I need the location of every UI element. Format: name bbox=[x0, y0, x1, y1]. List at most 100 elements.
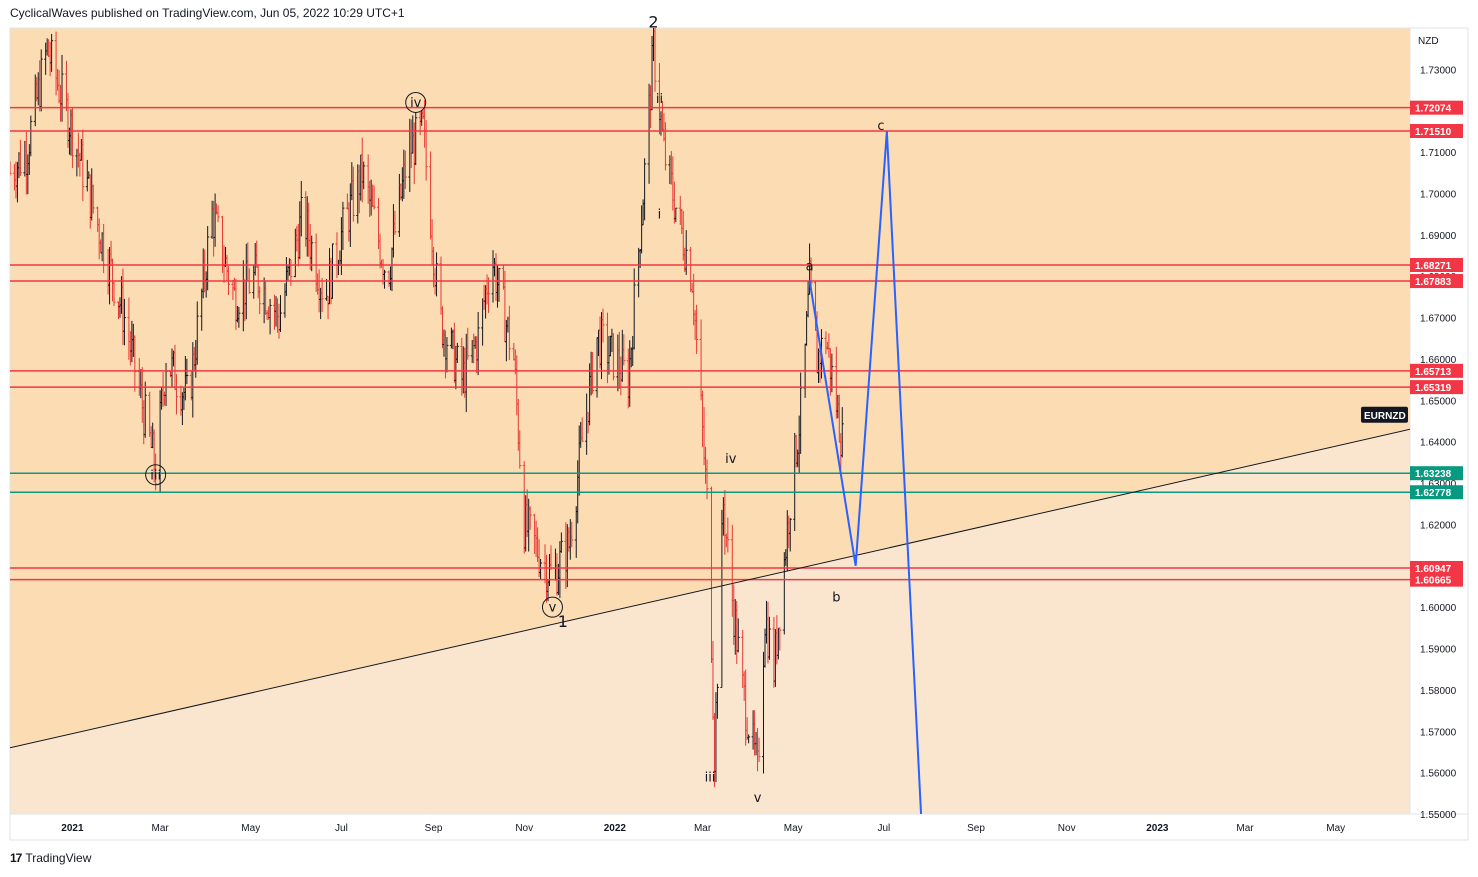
price-tag-box bbox=[1410, 257, 1463, 272]
price-tag-label: 1.71510 bbox=[1415, 127, 1452, 138]
wave-label: i bbox=[658, 208, 662, 223]
x-tick-label: Mar bbox=[1236, 823, 1254, 834]
wave-label: 1 bbox=[558, 612, 568, 631]
y-tick-label: 1.59000 bbox=[1420, 645, 1457, 656]
candle bbox=[122, 298, 126, 346]
price-tag-box bbox=[1410, 572, 1463, 587]
candle bbox=[455, 342, 459, 364]
candle bbox=[195, 301, 199, 365]
wave-label: 2 bbox=[648, 12, 658, 31]
price-axis[interactable]: NZD1.730001.720001.710001.700001.690001.… bbox=[1418, 36, 1457, 821]
candle bbox=[331, 243, 335, 299]
y-tick-label: 1.73000 bbox=[1420, 65, 1457, 76]
candle bbox=[643, 158, 647, 221]
x-tick-label: 2021 bbox=[61, 823, 84, 834]
candle bbox=[497, 267, 501, 302]
footer-brand[interactable]: 17 TradingView bbox=[10, 851, 91, 865]
candle bbox=[487, 277, 491, 313]
price-tag: 1.71510 bbox=[1410, 124, 1463, 139]
currency-label: NZD bbox=[1418, 36, 1439, 47]
candle bbox=[362, 161, 366, 190]
y-tick-label: 1.63000 bbox=[1420, 479, 1457, 490]
candle bbox=[715, 683, 719, 719]
candle bbox=[466, 327, 470, 360]
candle bbox=[601, 308, 605, 343]
time-axis-area bbox=[10, 814, 1410, 840]
candle bbox=[174, 374, 178, 415]
x-tick-label: Mar bbox=[151, 823, 169, 834]
candle bbox=[632, 268, 636, 350]
x-tick-label: Nov bbox=[1058, 823, 1076, 834]
x-tick-label: Sep bbox=[967, 823, 985, 834]
price-tag-box bbox=[1410, 485, 1463, 500]
y-tick-label: 1.64000 bbox=[1420, 438, 1457, 449]
tradingview-logo-icon: 17 bbox=[10, 851, 22, 865]
candle bbox=[216, 205, 220, 223]
wave-label: iv bbox=[725, 452, 737, 467]
candle bbox=[788, 518, 792, 552]
price-tag-box bbox=[1410, 274, 1463, 289]
candle bbox=[112, 281, 116, 306]
price-tag-label: 1.65319 bbox=[1415, 383, 1452, 394]
candle bbox=[570, 521, 574, 548]
wave-circle bbox=[541, 596, 563, 618]
wave-label: ii bbox=[656, 92, 663, 107]
candle bbox=[29, 115, 33, 157]
y-tick-label: 1.67000 bbox=[1420, 314, 1457, 325]
y-tick-label: 1.55000 bbox=[1420, 810, 1457, 821]
y-tick-label: 1.71000 bbox=[1420, 148, 1457, 159]
candle bbox=[10, 161, 12, 176]
y-tick-label: 1.60000 bbox=[1420, 603, 1457, 614]
candle bbox=[435, 252, 439, 297]
y-tick-label: 1.56000 bbox=[1420, 769, 1457, 780]
candle bbox=[70, 107, 74, 169]
y-tick-label: 1.62000 bbox=[1420, 520, 1457, 531]
brand-name: TradingView bbox=[25, 851, 92, 865]
candle bbox=[580, 417, 584, 442]
y-tick-label: 1.66000 bbox=[1420, 355, 1457, 366]
wave-label: b bbox=[832, 590, 840, 605]
rising-trendline bbox=[10, 428, 1410, 749]
wave-label: iv bbox=[410, 96, 422, 111]
x-tick-label: May bbox=[1326, 823, 1345, 834]
x-tick-label: 2022 bbox=[604, 823, 627, 834]
candle bbox=[299, 180, 303, 237]
candle bbox=[663, 122, 667, 171]
price-tag-box bbox=[1410, 466, 1463, 481]
candle bbox=[653, 28, 657, 92]
price-tag: 1.63238 bbox=[1410, 466, 1463, 481]
price-tag: 1.65713 bbox=[1410, 363, 1463, 378]
candle bbox=[611, 333, 615, 381]
price-tags: 1.72074 1.71510 1.68271 1.67883 1.65713 1.653… bbox=[1361, 100, 1463, 587]
price-tag-label: 1.63238 bbox=[1415, 469, 1452, 480]
price-tag-box bbox=[1410, 363, 1463, 378]
candle bbox=[684, 230, 688, 275]
x-tick-label: Sep bbox=[425, 823, 443, 834]
candle bbox=[268, 298, 272, 335]
candle bbox=[518, 430, 522, 469]
wave-label: v bbox=[754, 791, 762, 806]
time-axis[interactable]: 2021 Mar May Jul Sep Nov 2022 Mar May Jul Sep Nov 20… bbox=[61, 823, 1345, 834]
candle bbox=[206, 226, 210, 291]
candle bbox=[736, 618, 740, 653]
price-axis-area bbox=[1409, 27, 1469, 815]
price-tag: 1.68271 bbox=[1410, 257, 1463, 272]
candle bbox=[757, 737, 761, 762]
price-tag-box bbox=[1410, 380, 1463, 395]
candle bbox=[622, 334, 626, 366]
wave-circle bbox=[405, 91, 427, 113]
x-tick-label: May bbox=[241, 823, 260, 834]
x-tick-label: 2023 bbox=[1146, 823, 1169, 834]
price-tag-label: 1.62778 bbox=[1415, 488, 1452, 499]
candle bbox=[445, 337, 449, 373]
candle bbox=[507, 305, 511, 360]
candle bbox=[18, 139, 22, 177]
x-tick-label: Mar bbox=[694, 823, 712, 834]
candle bbox=[351, 166, 355, 222]
candle bbox=[403, 150, 407, 189]
wave-label: a bbox=[806, 259, 814, 274]
y-tick-label: 1.58000 bbox=[1420, 686, 1457, 697]
candle bbox=[154, 453, 158, 491]
